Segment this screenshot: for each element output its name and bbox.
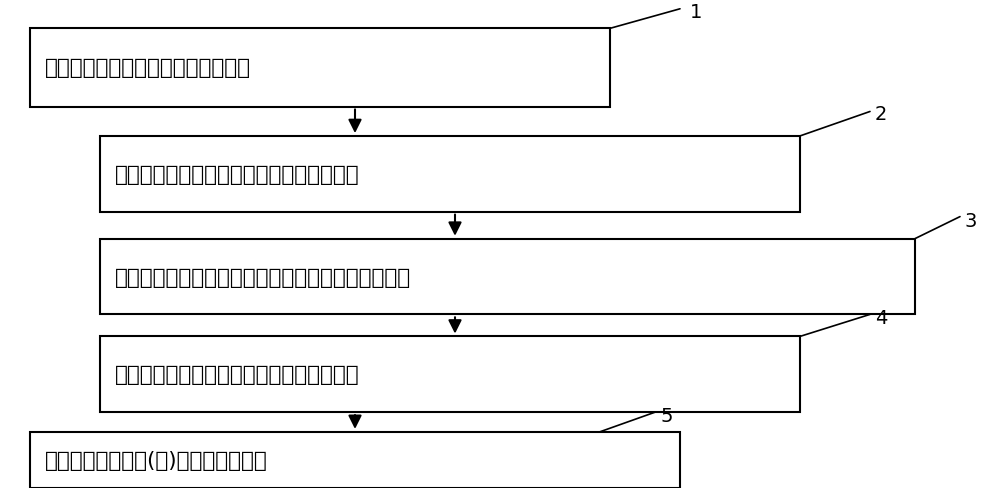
Text: 1: 1 [690,3,702,21]
Bar [30,432,680,488]
Bar [30,29,610,107]
Text: 4: 4 [875,309,887,327]
Text: 汇总仪器自测试项目，明确逻辑关系: 汇总仪器自测试项目，明确逻辑关系 [45,59,251,78]
Text: 整机、整件、部件、自测试项作为结点插入到三态树: 整机、整件、部件、自测试项作为结点插入到三态树 [115,267,411,287]
Text: 创建空三态选择树，以二叉链表为存储结构: 创建空三态选择树，以二叉链表为存储结构 [115,164,360,184]
Text: 3: 3 [965,211,977,230]
Bar [100,137,800,212]
Text: 对用户选择的测试(项)结点，进行测试: 对用户选择的测试(项)结点，进行测试 [45,450,268,470]
Bar [100,337,800,412]
Text: 通过中序遍历算法构建各结点三态选择关系: 通过中序遍历算法构建各结点三态选择关系 [115,365,360,385]
Text: 5: 5 [660,407,672,425]
Bar [100,239,915,315]
Text: 2: 2 [875,105,887,124]
